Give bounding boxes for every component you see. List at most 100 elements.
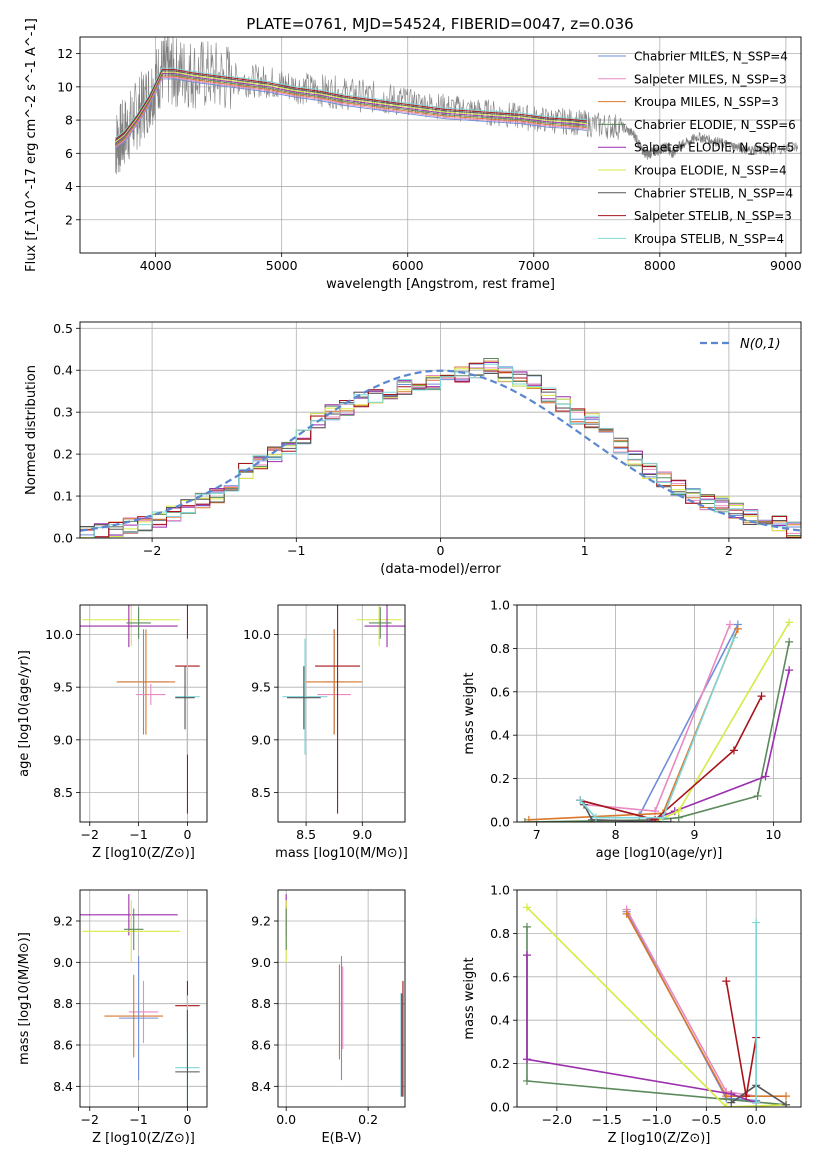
mass-weight-line <box>725 980 758 1103</box>
x-tick-label: 0.2 <box>358 1112 378 1127</box>
x-tick-label: 10 <box>765 827 781 842</box>
point-marker <box>522 922 531 931</box>
y-tick-label: 10.0 <box>243 627 271 642</box>
point-marker <box>733 624 742 633</box>
point-marker <box>782 1100 791 1107</box>
ticks: −2.0 −1.5 −1.0 −0.5 0.0 0.0 0.2 0.4 0.6 0.8 1.0 <box>490 883 766 1128</box>
legend-label: Salpeter ELODIE, N_SSP=5 <box>634 141 795 155</box>
x-tick-label: −0.5 <box>691 1112 721 1127</box>
point-marker <box>752 918 761 927</box>
legend: Chabrier MILES, N_SSP=4 Salpeter MILES, N… <box>598 50 796 246</box>
y-tick-label: 9.5 <box>53 680 73 695</box>
ticks: −2 −1 0 1 2 0.0 0.1 0.2 0.3 0.4 0.5 <box>53 321 733 558</box>
x-tick-label: 8 <box>612 827 620 842</box>
y-tick-label: 0.6 <box>490 969 510 984</box>
point-marker <box>666 818 675 822</box>
legend-label: Kroupa ELODIE, N_SSP=4 <box>634 164 787 178</box>
x-tick-label: 1 <box>581 543 589 558</box>
mass-weight-line <box>579 637 735 819</box>
x-tick-label: 9000 <box>770 258 802 273</box>
model-spectrum-line <box>115 69 587 140</box>
axes-frame <box>277 604 406 823</box>
y-axis-label: Flux [f_λ10^-17 erg cm^-2 s^-1 A^-1] <box>24 18 39 272</box>
plot-area <box>282 605 405 814</box>
point-marker <box>785 666 794 675</box>
point-marker <box>722 977 731 986</box>
histogram-step <box>80 363 801 538</box>
y-tick-label: 0.2 <box>490 1056 510 1071</box>
x-tick-label: −1 <box>129 827 147 842</box>
y-tick-label: 0.5 <box>53 321 73 336</box>
y-tick-label: 10 <box>57 79 73 94</box>
point-marker <box>729 633 738 642</box>
point-marker <box>785 618 794 627</box>
y-tick-label: 8.5 <box>53 785 73 800</box>
y-tick-label: 0.2 <box>53 447 73 462</box>
age-vs-mass-panel: 8.5 9.0 8.5 9.0 9.5 10.0 mass [log10(M/M⊙)] <box>243 604 408 861</box>
ticks: −2 −1 0 8.5 9.0 9.5 10.0 <box>45 627 191 842</box>
axes-frame <box>79 889 208 1108</box>
y-tick-label: 0.2 <box>490 771 510 786</box>
y-tick-label: 10.0 <box>45 627 73 642</box>
mass-weight-line <box>528 628 739 821</box>
plot-area <box>520 618 794 822</box>
y-tick-label: 0.6 <box>490 684 510 699</box>
y-tick-label: 1.0 <box>490 883 510 898</box>
x-tick-label: −2 <box>81 1112 99 1127</box>
x-axis-label: Z [log10(Z/Z⊙)] <box>608 1131 711 1146</box>
point-marker <box>757 692 766 701</box>
y-tick-label: 9.2 <box>53 914 73 929</box>
ticks: 8.5 9.0 8.5 9.0 9.5 10.0 <box>243 627 372 842</box>
legend-label: Kroupa STELIB, N_SSP=4 <box>634 232 784 246</box>
plot-area <box>115 37 799 175</box>
gaussian-curve <box>80 369 801 532</box>
y-tick-label: 1.0 <box>490 598 510 613</box>
model-spectrum-line <box>115 67 587 139</box>
y-tick-label: 9.0 <box>53 955 73 970</box>
legend-label: N(0,1) <box>740 337 781 352</box>
x-tick-label: 7000 <box>518 258 550 273</box>
mass-weight-line <box>526 906 787 1107</box>
axes-frame <box>516 604 802 823</box>
y-tick-label: 0.0 <box>490 815 510 830</box>
plot-area <box>80 605 200 814</box>
axes-frame <box>277 889 406 1108</box>
y-tick-label: 9.0 <box>251 732 271 747</box>
point-marker <box>729 746 738 755</box>
plot-area <box>80 894 200 1107</box>
model-spectrum-line <box>115 71 587 143</box>
y-tick-label: 0.0 <box>53 531 73 546</box>
y-axis-label: age [log10(age/yr)] <box>17 650 32 777</box>
axes-frame <box>79 321 802 539</box>
mass-weight-line <box>579 695 763 821</box>
point-marker <box>782 1092 791 1101</box>
y-tick-label: 8.4 <box>251 1079 271 1094</box>
x-tick-label: 9 <box>691 827 699 842</box>
x-axis-label: (data-model)/error <box>380 562 501 577</box>
grid <box>278 605 405 822</box>
legend-label: Salpeter STELIB, N_SSP=3 <box>634 209 792 223</box>
y-tick-label: 9.5 <box>251 680 271 695</box>
y-tick-label: 8.8 <box>251 996 271 1011</box>
ticks: 0.0 0.2 8.4 8.6 8.8 9.0 9.2 <box>251 914 378 1128</box>
point-marker <box>643 818 652 822</box>
axes-frame <box>79 36 802 254</box>
x-axis-label: E(B-V) <box>321 1131 361 1146</box>
point-marker <box>722 1103 731 1107</box>
mass-weight-vs-age-panel: 7 8 9 10 0.0 0.2 0.4 0.6 0.8 1.0 age [log10(age/yr… <box>462 598 802 861</box>
point-marker <box>785 637 794 646</box>
model-spectrum-line <box>115 73 587 144</box>
model-spectrum-line <box>115 75 587 147</box>
x-tick-label: −1.0 <box>641 1112 671 1127</box>
y-tick-label: 9.2 <box>251 914 271 929</box>
point-marker <box>674 807 683 816</box>
x-tick-label: 0.0 <box>746 1112 766 1127</box>
point-marker <box>524 815 533 822</box>
ticks: 4000 5000 6000 7000 8000 9000 2 4 6 8 10 12 <box>57 46 802 273</box>
y-tick-label: 0.3 <box>53 405 73 420</box>
x-tick-label: 7 <box>533 827 541 842</box>
point-marker <box>761 772 770 781</box>
axes-frame <box>79 604 208 823</box>
y-tick-label: 9.0 <box>53 732 73 747</box>
y-tick-label: 8 <box>65 113 73 128</box>
